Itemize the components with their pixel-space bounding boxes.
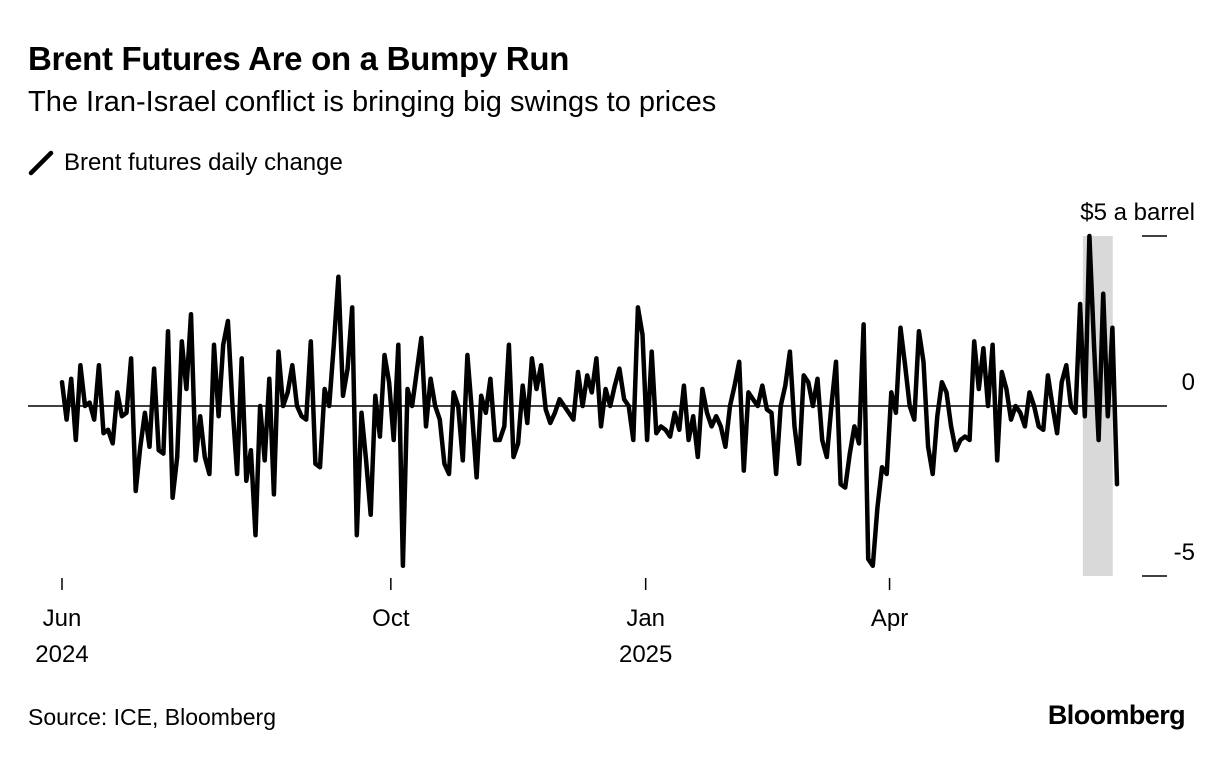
source-note: Source: ICE, Bloomberg [28, 704, 277, 730]
y-tick-label-2: -5 [1174, 539, 1195, 566]
chart-title: Brent Futures Are on a Bumpy Run [28, 40, 570, 77]
chart-legend: Brent futures daily change [28, 146, 343, 180]
x-tick-year-2: 2025 [619, 641, 672, 668]
x-tick-label-2: Jan [626, 605, 665, 632]
legend-label: Brent futures daily change [64, 149, 343, 176]
y-tick-label-0: $5 a barrel [1080, 199, 1195, 226]
bloomberg-logo: Bloomberg [1047, 700, 1186, 730]
legend-line-icon [28, 150, 54, 176]
x-tick-label-1: Oct [372, 605, 410, 632]
x-tick-year-0: 2024 [35, 641, 88, 668]
chart-subtitle: The Iran-Israel conflict is bringing big… [28, 86, 717, 118]
y-tick-label-1: 0 [1182, 369, 1195, 396]
x-tick-label-0: Jun [43, 605, 82, 632]
x-tick-label-3: Apr [871, 605, 908, 632]
series-line-0 [59, 233, 1120, 569]
